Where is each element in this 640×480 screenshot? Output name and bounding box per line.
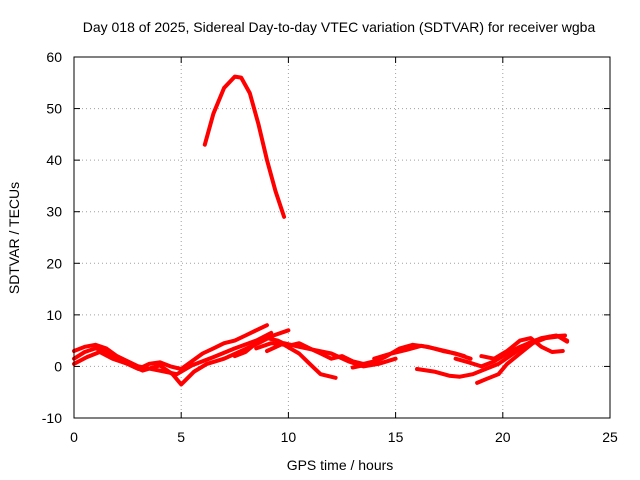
y-tick-label: 50 [46, 101, 62, 117]
y-axis-label: SDTVAR / TECUs [6, 182, 22, 294]
chart-title: Day 018 of 2025, Sidereal Day-to-day VTE… [83, 19, 596, 35]
series-arc-3 [72, 330, 274, 377]
y-tick-labels: -10 0 10 20 30 40 50 60 [42, 49, 62, 426]
series-arc-peak [202, 74, 287, 219]
series-arc-12 [453, 333, 567, 369]
x-tick-label: 10 [281, 429, 297, 445]
y-tick-label: 40 [46, 152, 62, 168]
x-tick-label: 15 [388, 429, 404, 445]
y-tick-label: 60 [46, 49, 62, 65]
grid-lines [74, 57, 610, 418]
series-arc-8 [372, 343, 473, 361]
axis-ticks [73, 56, 611, 419]
series-arc-6 [265, 341, 398, 369]
y-tick-label: 10 [46, 307, 62, 323]
y-tick-label: 20 [46, 255, 62, 271]
x-axis-label: GPS time / hours [287, 457, 394, 473]
x-tick-labels: 0 5 10 15 20 25 [70, 429, 618, 445]
x-tick-label: 20 [495, 429, 511, 445]
x-tick-label: 25 [602, 429, 618, 445]
plot-frame [73, 56, 611, 419]
series-layer [72, 74, 570, 387]
series-arc-11 [479, 336, 565, 361]
series-arc-9 [415, 333, 570, 379]
y-tick-label: 30 [46, 204, 62, 220]
series-arc-1 [72, 323, 269, 371]
x-tick-label: 0 [70, 429, 78, 445]
y-tick-label: 0 [54, 358, 62, 374]
series-arc-5 [254, 341, 338, 380]
x-tick-label: 5 [177, 429, 185, 445]
y-tick-label: -10 [42, 410, 62, 426]
